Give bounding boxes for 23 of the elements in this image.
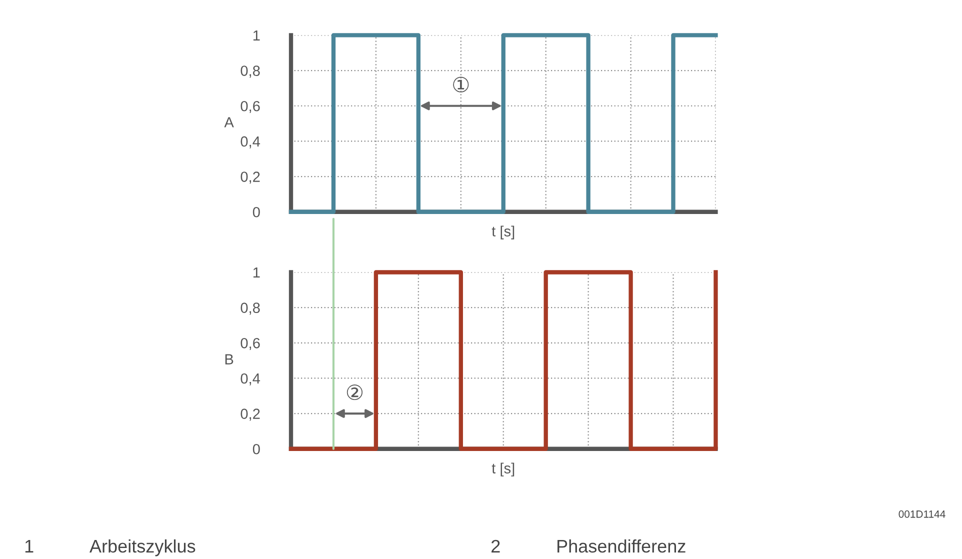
y-tick-label: 0,2 xyxy=(240,408,260,421)
annotation: ② xyxy=(346,384,363,400)
y-axis-title: A xyxy=(224,117,234,128)
y-tick-label: 0,4 xyxy=(240,373,260,386)
y-tick-label: 0,2 xyxy=(240,172,260,184)
annotation: ① xyxy=(453,76,469,92)
x-axis-title: t [s] xyxy=(492,462,514,476)
text: 1 xyxy=(25,540,34,552)
y-tick-label: 0,4 xyxy=(240,136,260,148)
text: 001D1144 xyxy=(898,510,946,518)
y-tick-label: 0,6 xyxy=(240,338,260,350)
y-tick-label: 1 xyxy=(253,267,260,278)
y-tick-label: 0,8 xyxy=(240,66,260,78)
y-tick-label: 0,8 xyxy=(240,302,260,315)
y-axis-title: B xyxy=(225,354,234,364)
y-tick-label: 0 xyxy=(252,206,260,218)
text: Arbeitszyklus xyxy=(90,539,196,556)
x-axis-title: t [s] xyxy=(492,226,514,240)
y-tick-label: 0 xyxy=(252,444,260,454)
text: 2 xyxy=(492,540,500,552)
y-tick-label: 1 xyxy=(253,30,260,40)
text: Phasendifferenz xyxy=(558,539,686,553)
y-tick-label: 0,6 xyxy=(240,100,260,114)
